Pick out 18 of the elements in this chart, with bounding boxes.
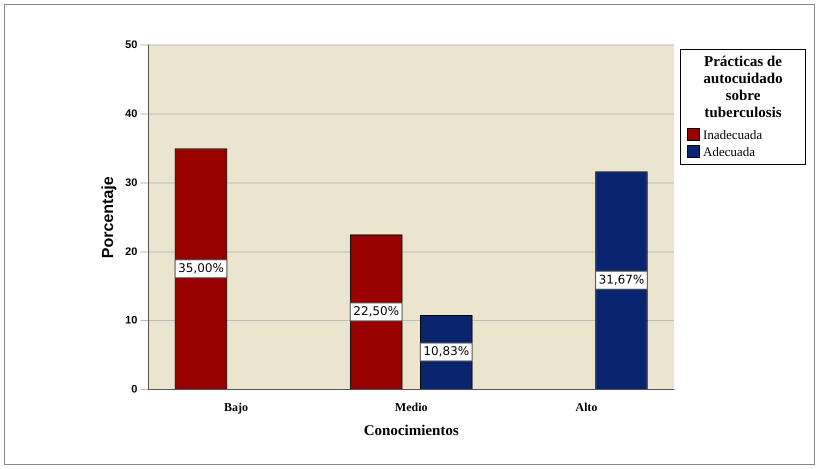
y-tick-label: 10 [125,314,138,327]
x-tick-label: Bajo [224,400,248,414]
legend-title: Prácticas de autocuidado sobre tuberculosis [702,54,784,122]
data-label: 22,50% [353,304,400,318]
y-tick-label: 40 [125,108,138,120]
y-tick-label: 50 [125,39,138,52]
x-tick-label: Alto [575,400,598,414]
data-label: 35,00% [178,260,224,275]
legend-label: Inadecuada [703,126,762,143]
data-label: 10,83% [423,344,470,358]
y-axis-title: Porcentaje [100,176,118,258]
x-axis-title: Conocimientos [364,422,459,439]
legend-label: Adecuada [703,143,755,160]
y-tick-label: 30 [125,176,138,189]
y-tick-label: 0 [131,384,138,396]
y-tick-label: 20 [125,246,138,258]
x-tick-label: Medio [394,400,428,414]
data-label: 31,67% [598,272,644,286]
